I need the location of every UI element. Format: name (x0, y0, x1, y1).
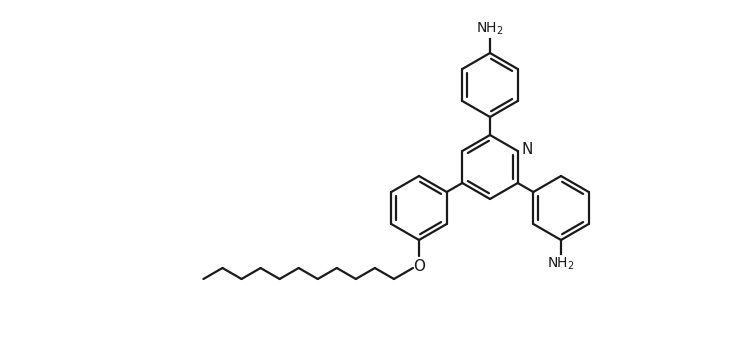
Text: NH$_2$: NH$_2$ (547, 256, 575, 272)
Text: NH$_2$: NH$_2$ (476, 21, 504, 37)
Text: N: N (522, 143, 533, 157)
Text: O: O (413, 259, 425, 274)
